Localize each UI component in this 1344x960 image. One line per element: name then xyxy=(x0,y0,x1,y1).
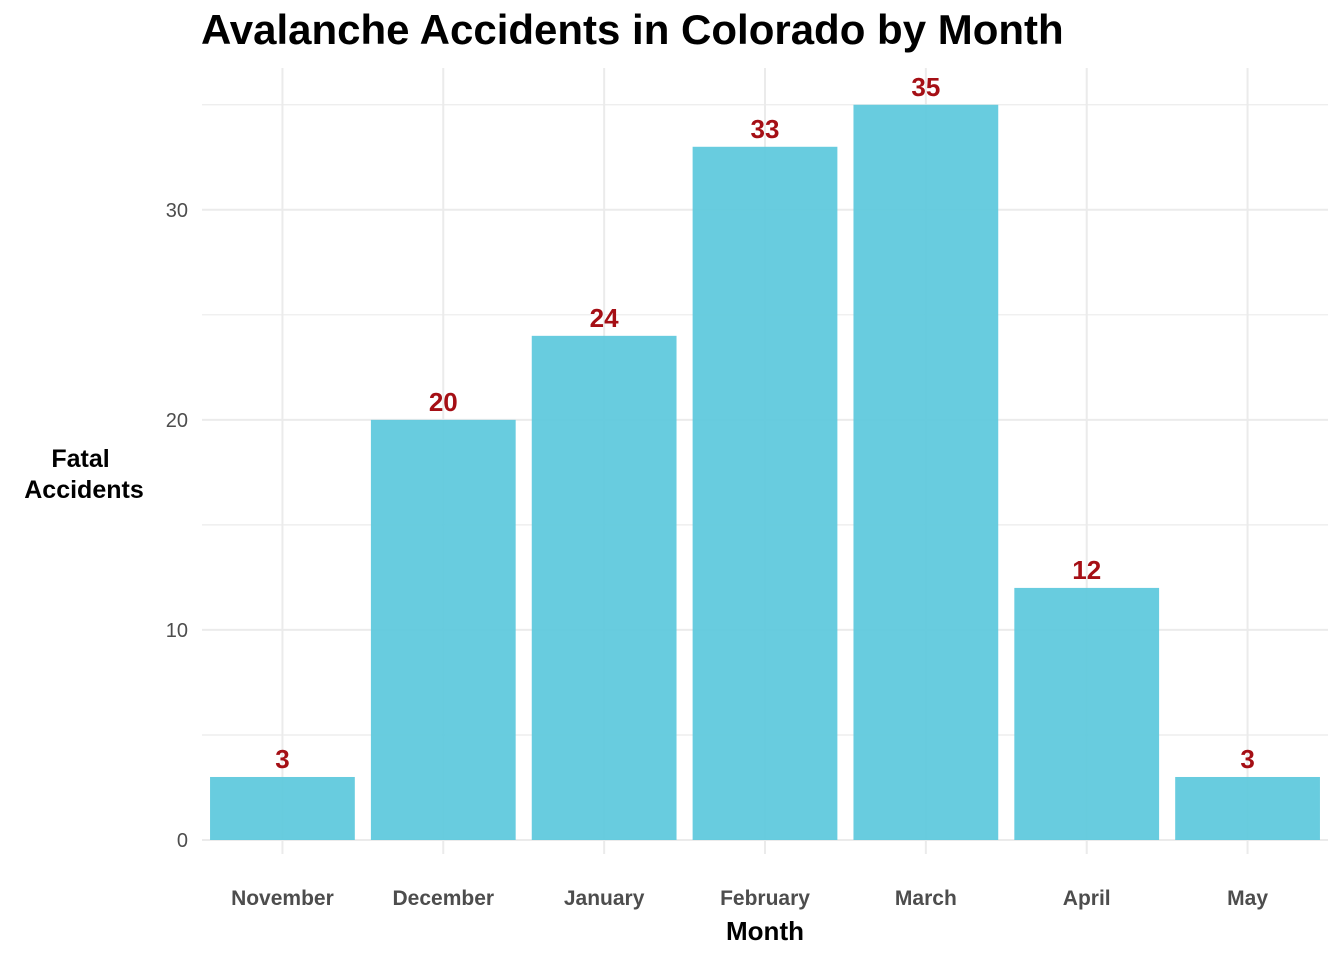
bar xyxy=(853,104,999,840)
data-label: 20 xyxy=(429,387,458,417)
x-tick-label: March xyxy=(895,887,957,910)
x-tick-label: May xyxy=(1227,887,1268,910)
data-label: 12 xyxy=(1072,555,1101,585)
x-tick-label: January xyxy=(564,887,645,910)
x-tick-label: February xyxy=(720,887,810,910)
bar xyxy=(1014,587,1160,840)
chart-title: Avalanche Accidents in Colorado by Month xyxy=(201,6,1064,53)
x-tick-label: November xyxy=(231,887,334,910)
y-tick-label: 30 xyxy=(166,200,188,222)
bar xyxy=(531,335,677,840)
y-tick-label: 20 xyxy=(166,410,188,432)
x-axis-ticks: November December January February March Apri… xyxy=(231,887,1268,910)
x-tick-label: April xyxy=(1063,887,1111,910)
bars xyxy=(210,104,1320,840)
y-tick-label: 10 xyxy=(166,620,188,642)
bar xyxy=(692,146,838,840)
bar xyxy=(1175,776,1320,840)
data-label: 33 xyxy=(751,114,780,144)
bar xyxy=(370,419,516,840)
bar xyxy=(210,776,355,840)
data-label: 35 xyxy=(911,72,940,102)
data-label: 3 xyxy=(1240,744,1254,774)
x-axis-label: Month xyxy=(726,916,804,946)
data-label: 3 xyxy=(275,744,289,774)
y-axis-label: Fatal Accidents xyxy=(24,445,143,504)
y-tick-label: 0 xyxy=(177,830,188,852)
data-label: 24 xyxy=(590,303,619,333)
data-labels: 3 20 24 33 35 12 3 xyxy=(275,72,1255,774)
y-axis-ticks: 0 10 20 30 xyxy=(166,200,188,852)
x-tick-label: December xyxy=(393,887,495,910)
